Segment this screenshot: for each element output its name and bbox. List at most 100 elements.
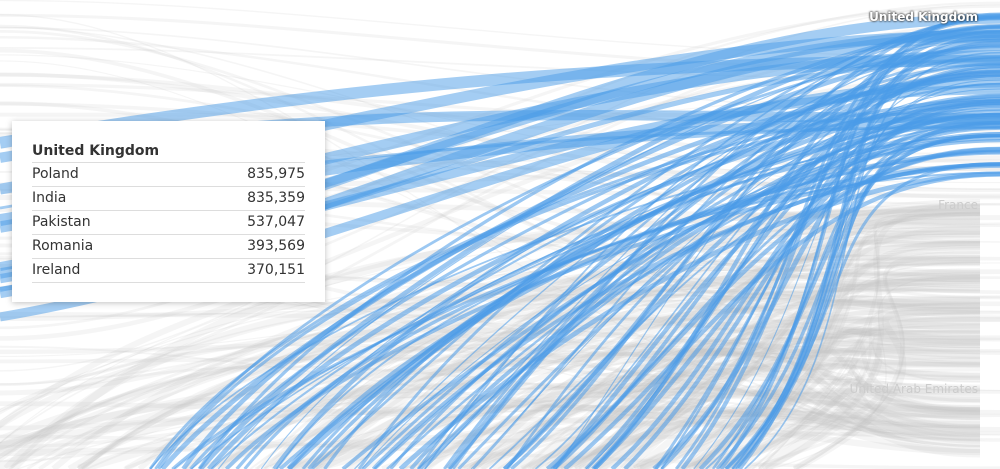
country-label[interactable]: United Arab Emirates — [849, 382, 978, 396]
flow — [0, 14, 1000, 442]
flow — [342, 395, 981, 469]
flow — [751, 335, 981, 469]
flow — [76, 260, 981, 469]
flow — [286, 149, 1000, 469]
flow — [315, 410, 981, 469]
flow — [8, 251, 981, 469]
flow — [488, 127, 1000, 469]
tooltip: United Kingdom Poland 835,975 India 835,359… — [12, 121, 325, 302]
flow — [235, 162, 1000, 469]
flow — [0, 47, 1000, 82]
flow — [0, 382, 981, 450]
flow — [550, 341, 981, 469]
flow — [563, 172, 1000, 469]
flow — [686, 225, 981, 469]
flow — [0, 343, 981, 460]
flow — [470, 88, 1000, 469]
row-country: Pakistan — [32, 214, 91, 230]
flow — [0, 275, 981, 469]
flow — [560, 284, 981, 469]
flow — [10, 209, 981, 469]
row-value: 370,151 — [247, 262, 305, 278]
flow — [744, 301, 981, 469]
flow — [532, 352, 981, 469]
flow — [0, 343, 981, 451]
flow — [632, 317, 981, 469]
flow — [796, 256, 981, 469]
flow — [744, 51, 1000, 469]
tooltip-title: United Kingdom — [32, 139, 305, 163]
flow — [398, 171, 1000, 469]
country-label[interactable]: France — [938, 198, 978, 212]
flow — [693, 415, 981, 469]
flow — [761, 203, 981, 469]
flow — [559, 330, 981, 469]
flow — [676, 239, 981, 469]
flow — [566, 325, 981, 469]
flow — [691, 257, 981, 469]
flow — [680, 355, 981, 469]
tooltip-row: Ireland 370,151 — [32, 259, 305, 283]
flow — [694, 411, 981, 469]
flow — [729, 367, 981, 469]
flow — [480, 310, 981, 469]
tooltip-row: Poland 835,975 — [32, 163, 305, 187]
flow — [262, 316, 981, 469]
flow — [757, 337, 981, 469]
flow — [499, 256, 981, 469]
flow — [757, 218, 981, 469]
row-country: Poland — [32, 166, 79, 182]
flow — [719, 371, 981, 469]
flow — [466, 337, 981, 469]
flow — [680, 29, 1000, 469]
flow — [527, 211, 981, 469]
flow — [0, 349, 1000, 364]
flow — [310, 272, 981, 469]
flow — [555, 341, 981, 469]
row-value: 835,975 — [247, 166, 305, 182]
row-value: 537,047 — [247, 214, 305, 230]
flow — [0, 365, 981, 441]
flow — [792, 251, 981, 469]
flow — [51, 217, 981, 469]
flow — [0, 431, 1000, 453]
flow — [0, 277, 981, 459]
flow — [357, 62, 1000, 469]
flow — [447, 136, 1000, 469]
flow — [620, 239, 981, 469]
flow — [0, 413, 1000, 457]
flow — [344, 230, 981, 469]
flow — [549, 319, 981, 469]
flow — [0, 335, 1000, 431]
flow — [764, 384, 981, 469]
flow — [0, 48, 1000, 342]
flow — [593, 384, 981, 469]
tooltip-rows: Poland 835,975 India 835,359 Pakistan 537,047… — [32, 163, 305, 283]
flow — [592, 404, 981, 469]
flow — [758, 213, 981, 469]
row-country: India — [32, 190, 67, 206]
tooltip-row: India 835,359 — [32, 187, 305, 211]
flow — [792, 306, 981, 469]
flow — [586, 298, 981, 469]
row-country: Ireland — [32, 262, 81, 278]
flow — [0, 54, 1000, 149]
tooltip-row: Pakistan 537,047 — [32, 211, 305, 235]
flow — [409, 162, 1000, 469]
flow — [423, 370, 981, 469]
flow — [0, 72, 1000, 341]
selected-label[interactable]: United Kingdom — [869, 10, 978, 24]
flow — [722, 381, 981, 469]
flow — [210, 82, 1000, 469]
flow — [706, 359, 981, 469]
flow — [0, 36, 1000, 144]
flow — [199, 361, 981, 469]
row-value: 393,569 — [247, 238, 305, 254]
flow — [719, 14, 1000, 469]
flow — [592, 146, 1000, 469]
flow — [341, 124, 1000, 469]
flow — [681, 209, 981, 469]
flow — [714, 315, 981, 469]
